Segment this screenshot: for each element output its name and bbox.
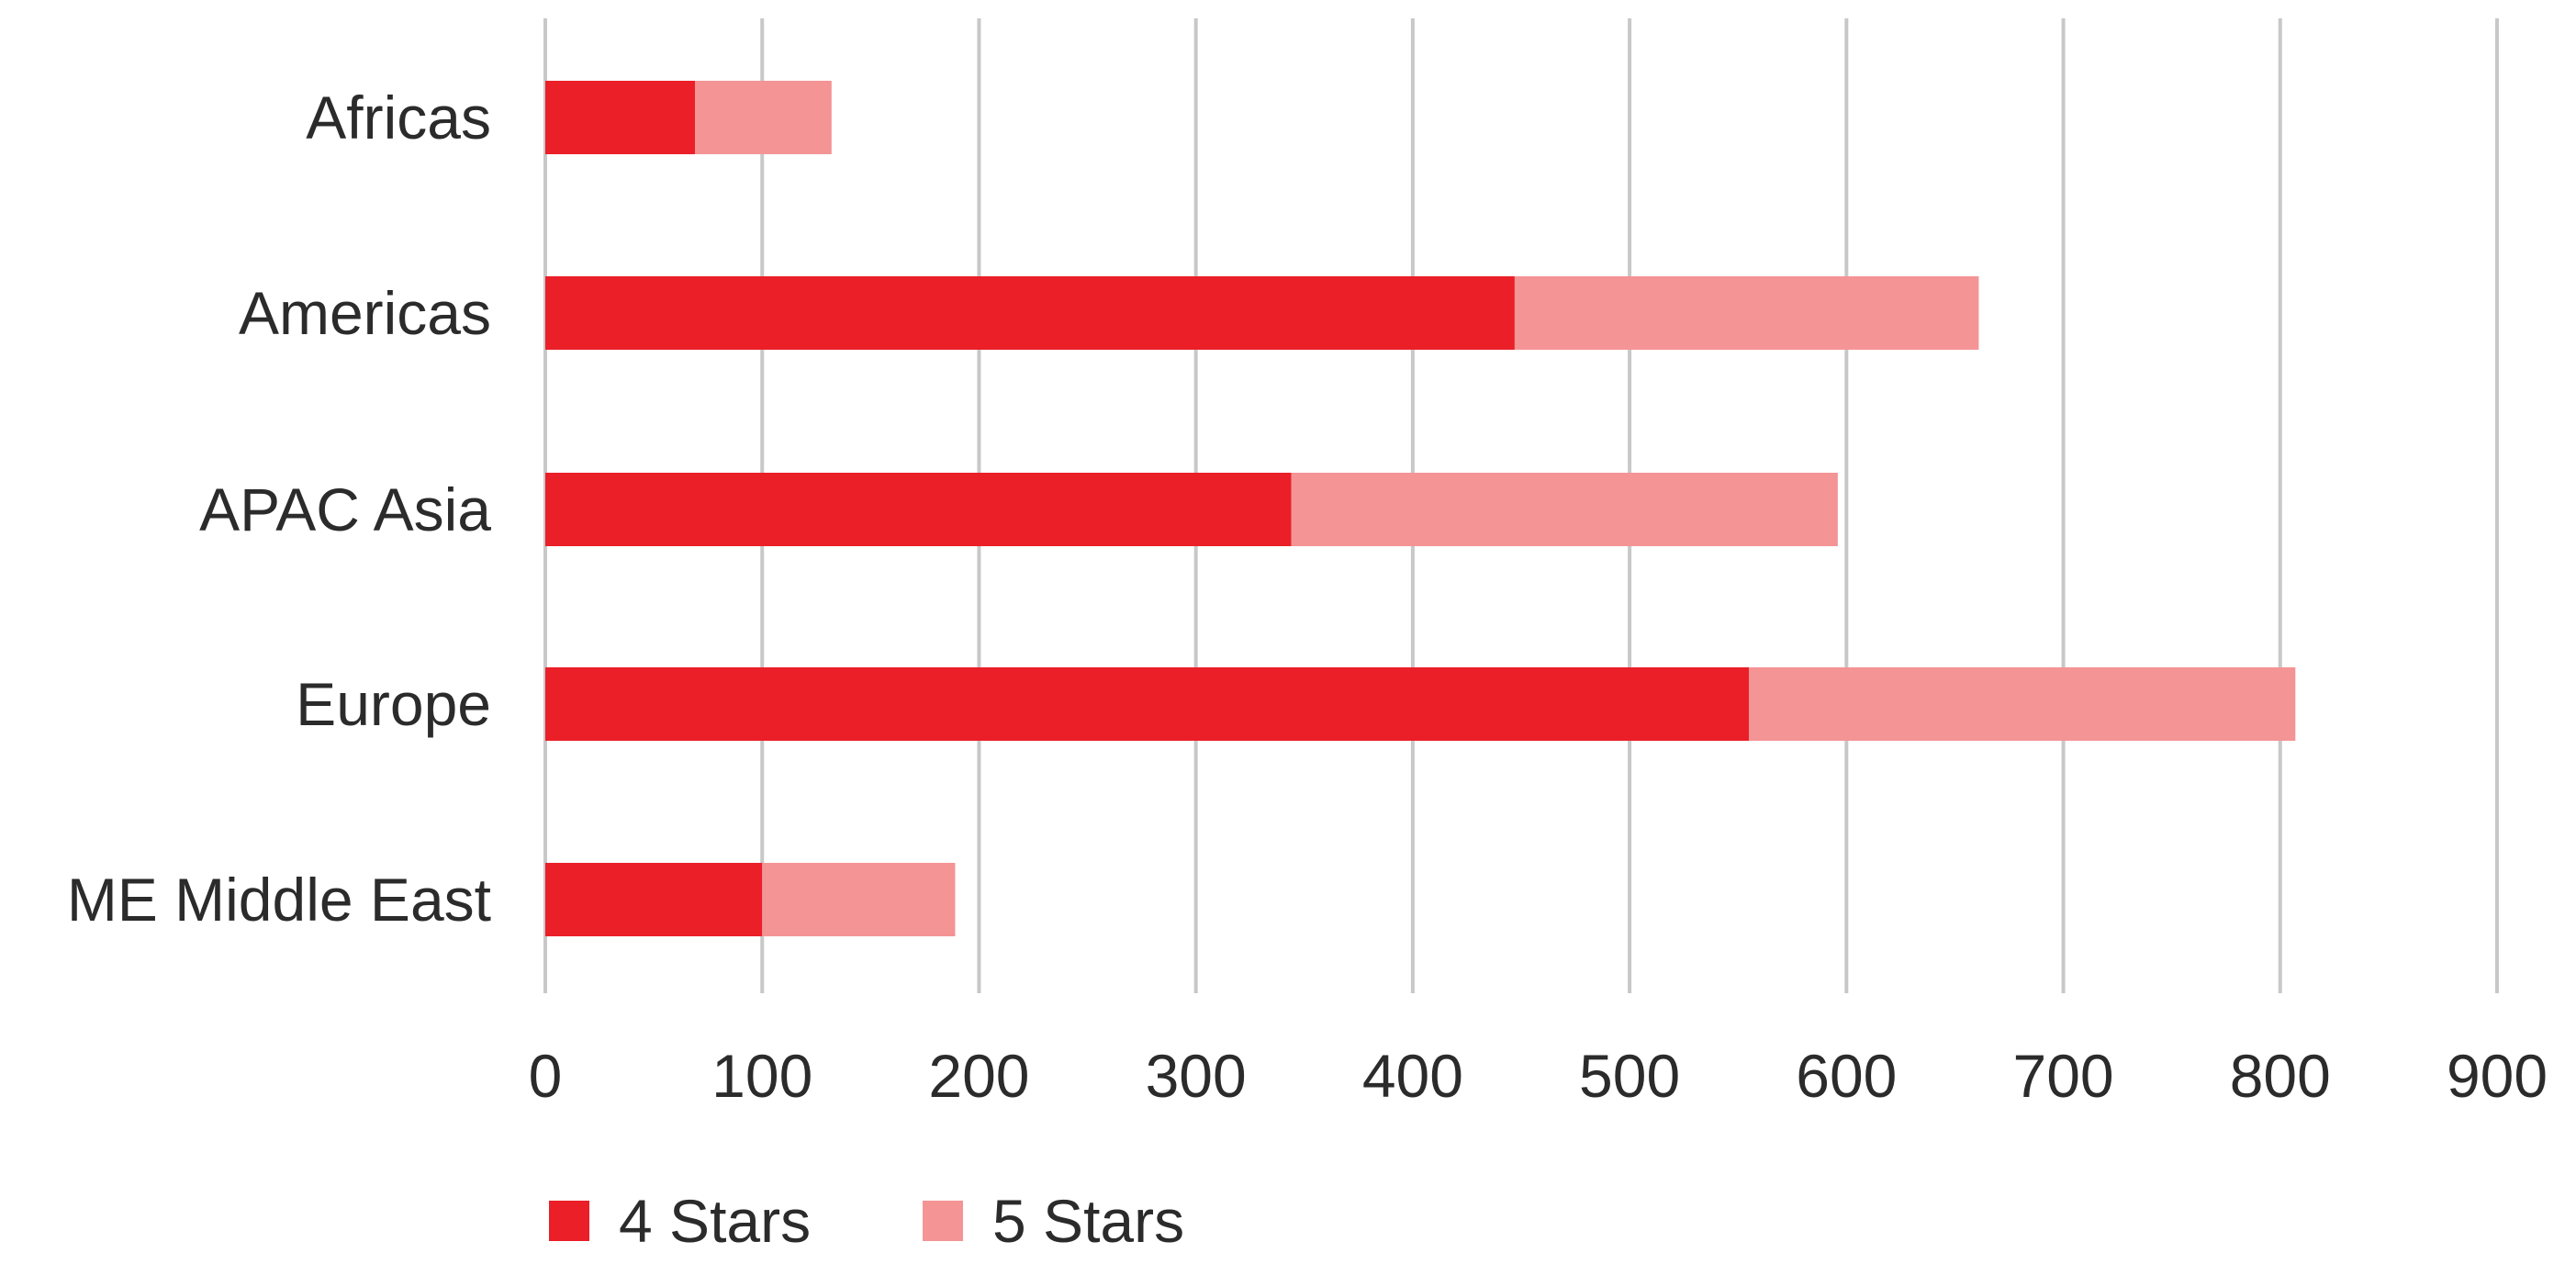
x-tick-label-300: 300 [1146, 1042, 1247, 1110]
bar-europe-4-stars [545, 667, 1750, 741]
bar-europe-5-stars [1749, 667, 2296, 741]
bar-me-middle-east-5-stars [762, 863, 956, 936]
x-tick-label-900: 900 [2447, 1042, 2548, 1110]
legend: 4 Stars 5 Stars [549, 1187, 1184, 1255]
bar-me-middle-east-4-stars [545, 863, 763, 936]
y-tick-label-apac-asia: APAC Asia [199, 475, 491, 543]
x-tick-label-600: 600 [1796, 1042, 1897, 1110]
legend-swatch-5-stars [923, 1201, 963, 1241]
x-tick-label-500: 500 [1579, 1042, 1680, 1110]
y-axis-category-labels: Africas Americas APAC Asia Europe ME Middle … [67, 84, 491, 934]
y-tick-label-me-middle-east: ME Middle East [67, 866, 491, 934]
x-tick-label-800: 800 [2230, 1042, 2331, 1110]
x-tick-label-100: 100 [711, 1042, 812, 1110]
legend-label-5-stars: 5 Stars [992, 1187, 1184, 1255]
bar-africas-5-stars [694, 81, 832, 154]
bar-apac-asia-4-stars [545, 473, 1292, 546]
x-axis-tick-labels: 0 100 200 300 400 500 600 700 800 900 [529, 1042, 2548, 1110]
x-tick-label-0: 0 [529, 1042, 563, 1110]
x-tick-label-400: 400 [1362, 1042, 1463, 1110]
bars [545, 81, 2296, 936]
legend-swatch-4-stars [549, 1201, 589, 1241]
bar-americas-5-stars [1514, 276, 1979, 350]
bar-africas-4-stars [545, 81, 695, 154]
legend-label-4-stars: 4 Stars [619, 1187, 811, 1255]
x-tick-label-700: 700 [2012, 1042, 2113, 1110]
y-tick-label-africas: Africas [306, 84, 491, 151]
y-tick-label-americas: Americas [239, 279, 491, 347]
bar-americas-4-stars [545, 276, 1515, 350]
bar-apac-asia-5-stars [1291, 473, 1838, 546]
x-tick-label-200: 200 [928, 1042, 1029, 1110]
y-tick-label-europe: Europe [296, 670, 491, 738]
